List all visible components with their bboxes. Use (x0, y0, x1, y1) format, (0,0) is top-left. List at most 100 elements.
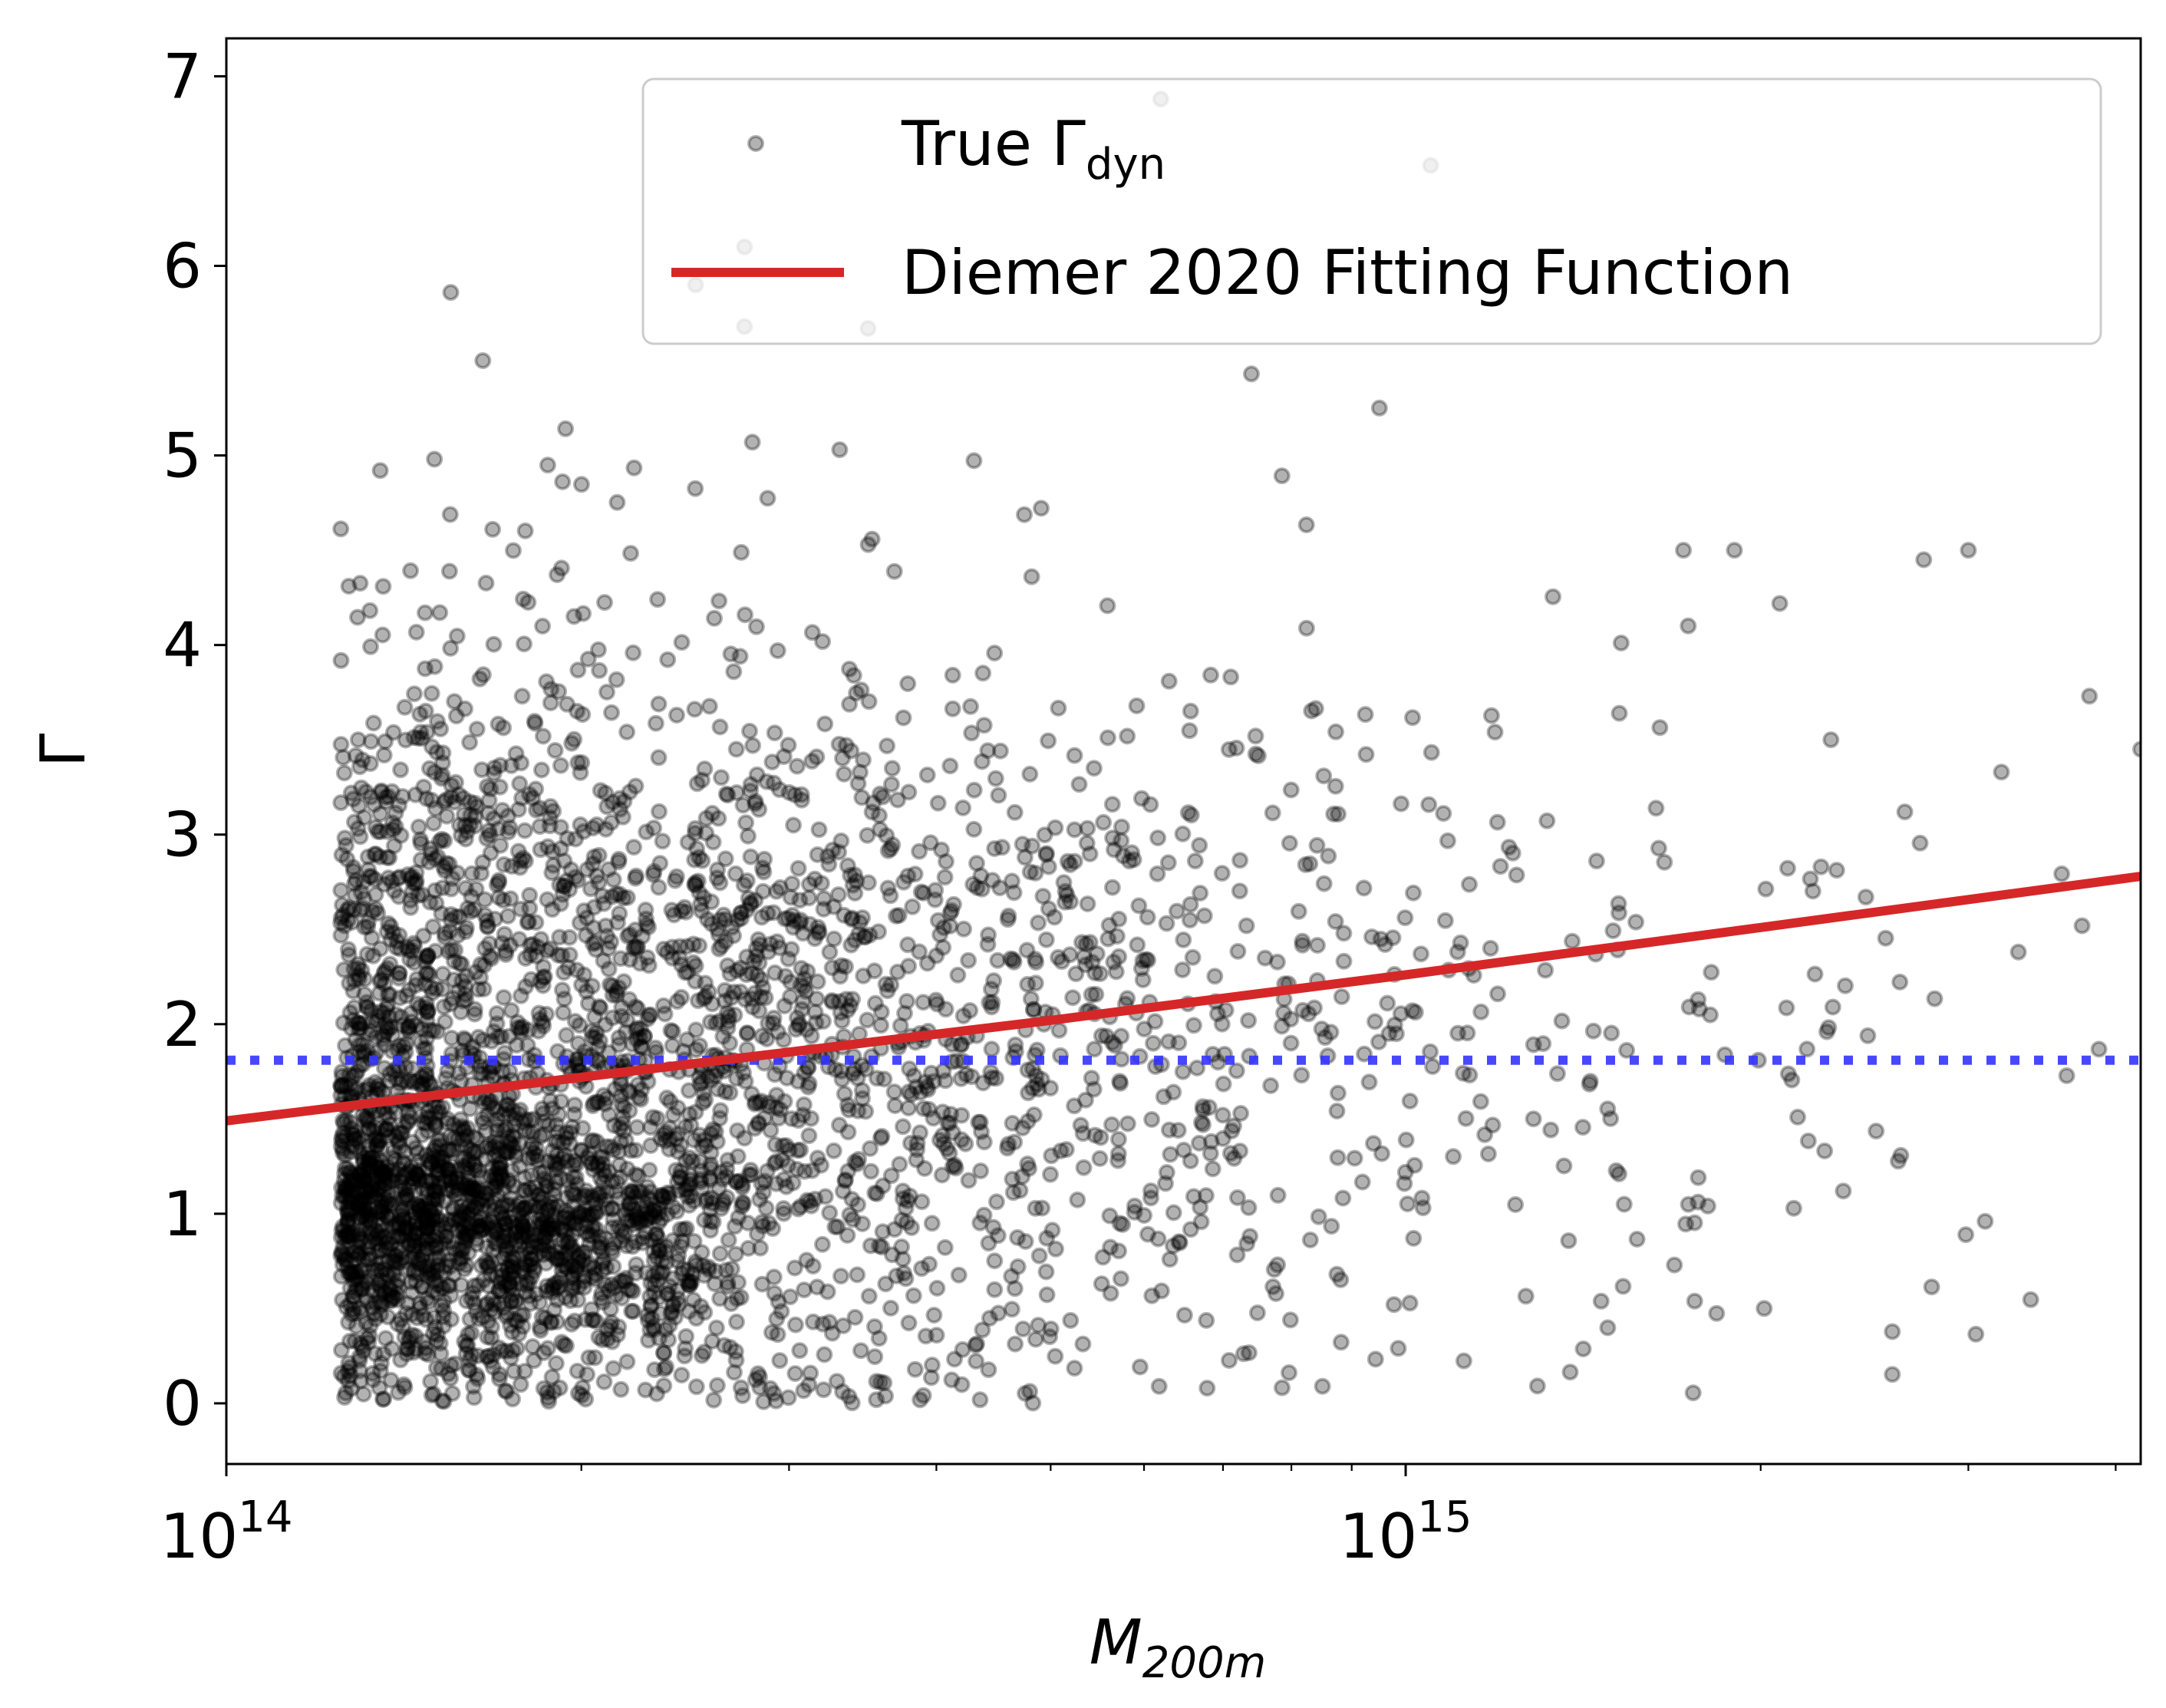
scatter-point (585, 919, 602, 937)
scatter-point (654, 997, 672, 1014)
scatter-point (1789, 1108, 1806, 1126)
scatter-point (466, 1277, 483, 1294)
scatter-point (1584, 1022, 1602, 1040)
scatter-point (542, 694, 559, 711)
scatter-point (941, 757, 959, 775)
scatter-point (397, 1225, 414, 1243)
scatter-point (473, 1221, 490, 1238)
scatter-point (545, 803, 562, 820)
scatter-point (513, 754, 530, 772)
scatter-point (716, 992, 734, 1010)
scatter-point (713, 769, 730, 786)
scatter-point (1061, 946, 1079, 964)
scatter-point (354, 1280, 371, 1297)
scatter-point (465, 1182, 483, 1199)
scatter-point (590, 997, 608, 1015)
scatter-point (417, 999, 434, 1016)
scatter-point (486, 1295, 503, 1313)
scatter-point (952, 1037, 970, 1054)
scatter-point (642, 1137, 660, 1154)
scatter-point (341, 1076, 359, 1093)
scatter-point (457, 830, 474, 848)
scatter-point (550, 1155, 568, 1172)
scatter-point (1891, 973, 1909, 991)
scatter-point (673, 634, 691, 651)
scatter-point (689, 872, 707, 890)
scatter-point (1684, 1384, 1702, 1402)
scatter-point (1091, 1149, 1109, 1167)
scatter-point (1545, 588, 1561, 605)
scatter-point (943, 902, 960, 919)
scatter-point (1249, 747, 1267, 764)
scatter-point (925, 1110, 942, 1127)
scatter-point (1335, 952, 1353, 970)
scatter-point (394, 1202, 411, 1219)
scatter-point (1884, 1366, 1901, 1383)
scatter-point (437, 1257, 455, 1274)
scatter-point (949, 966, 967, 984)
scatter-point (589, 1053, 607, 1070)
scatter-point (625, 459, 643, 476)
scatter-point (1508, 866, 1525, 884)
scatter-point (424, 1263, 442, 1281)
scatter-point (813, 1235, 831, 1253)
scatter-point (1459, 1024, 1476, 1042)
scatter-point (757, 1199, 775, 1217)
scatter-point (1022, 990, 1040, 1007)
scatter-point (474, 1114, 492, 1132)
scatter-point (628, 1030, 645, 1048)
scatter-point (712, 1200, 730, 1217)
scatter-point (491, 1366, 509, 1383)
scatter-point (461, 734, 479, 751)
scatter-point (692, 1173, 709, 1191)
scatter-point (1806, 965, 1824, 983)
scatter-point (616, 1273, 634, 1291)
scatter-point (1857, 889, 1874, 906)
scatter-point (437, 791, 455, 809)
scatter-point (1328, 1103, 1346, 1119)
scatter-point (1121, 852, 1138, 870)
scatter-point (362, 1178, 380, 1195)
scatter-point (371, 1167, 388, 1185)
scatter-point (332, 909, 350, 927)
scatter-point (734, 1175, 751, 1193)
scatter-point (391, 1161, 408, 1179)
scatter-point (1607, 1162, 1625, 1179)
scatter-point (706, 609, 723, 627)
scatter-point (514, 590, 532, 608)
scatter-point (433, 1360, 450, 1377)
scatter-point (753, 1093, 770, 1110)
scatter-point (666, 872, 684, 889)
scatter-point (1479, 1145, 1497, 1162)
scatter-point (351, 758, 368, 776)
scatter-point (549, 566, 566, 583)
scatter-point (513, 1215, 530, 1232)
scatter-point (1195, 907, 1213, 925)
scatter-point (1206, 968, 1224, 985)
scatter-point (1651, 719, 1669, 737)
scatter-point (766, 1284, 783, 1302)
scatter-point (478, 1215, 496, 1232)
scatter-point (808, 990, 826, 1007)
scatter-point (1346, 1149, 1363, 1167)
x-axis-label-sub: 200m (1142, 1638, 1266, 1688)
scatter-point (877, 1387, 895, 1405)
scatter-point (368, 1011, 386, 1029)
scatter-point (875, 1374, 893, 1392)
scatter-point (493, 1209, 511, 1227)
scatter-point (418, 1182, 436, 1199)
scatter-point (1779, 859, 1796, 877)
scatter-point (1046, 908, 1063, 926)
scatter-point (1094, 1248, 1112, 1266)
scatter-point (517, 978, 535, 995)
y-tick-label: 5 (163, 420, 202, 492)
scatter-point (589, 1038, 607, 1056)
scatter-point (1627, 913, 1645, 931)
scatter-point (640, 1007, 658, 1024)
scatter-point (1247, 727, 1264, 745)
scatter-point (866, 1348, 884, 1366)
scatter-point (573, 1387, 591, 1404)
scatter-point (739, 1214, 757, 1232)
scatter-point (428, 1276, 446, 1294)
scatter-point (598, 684, 615, 701)
